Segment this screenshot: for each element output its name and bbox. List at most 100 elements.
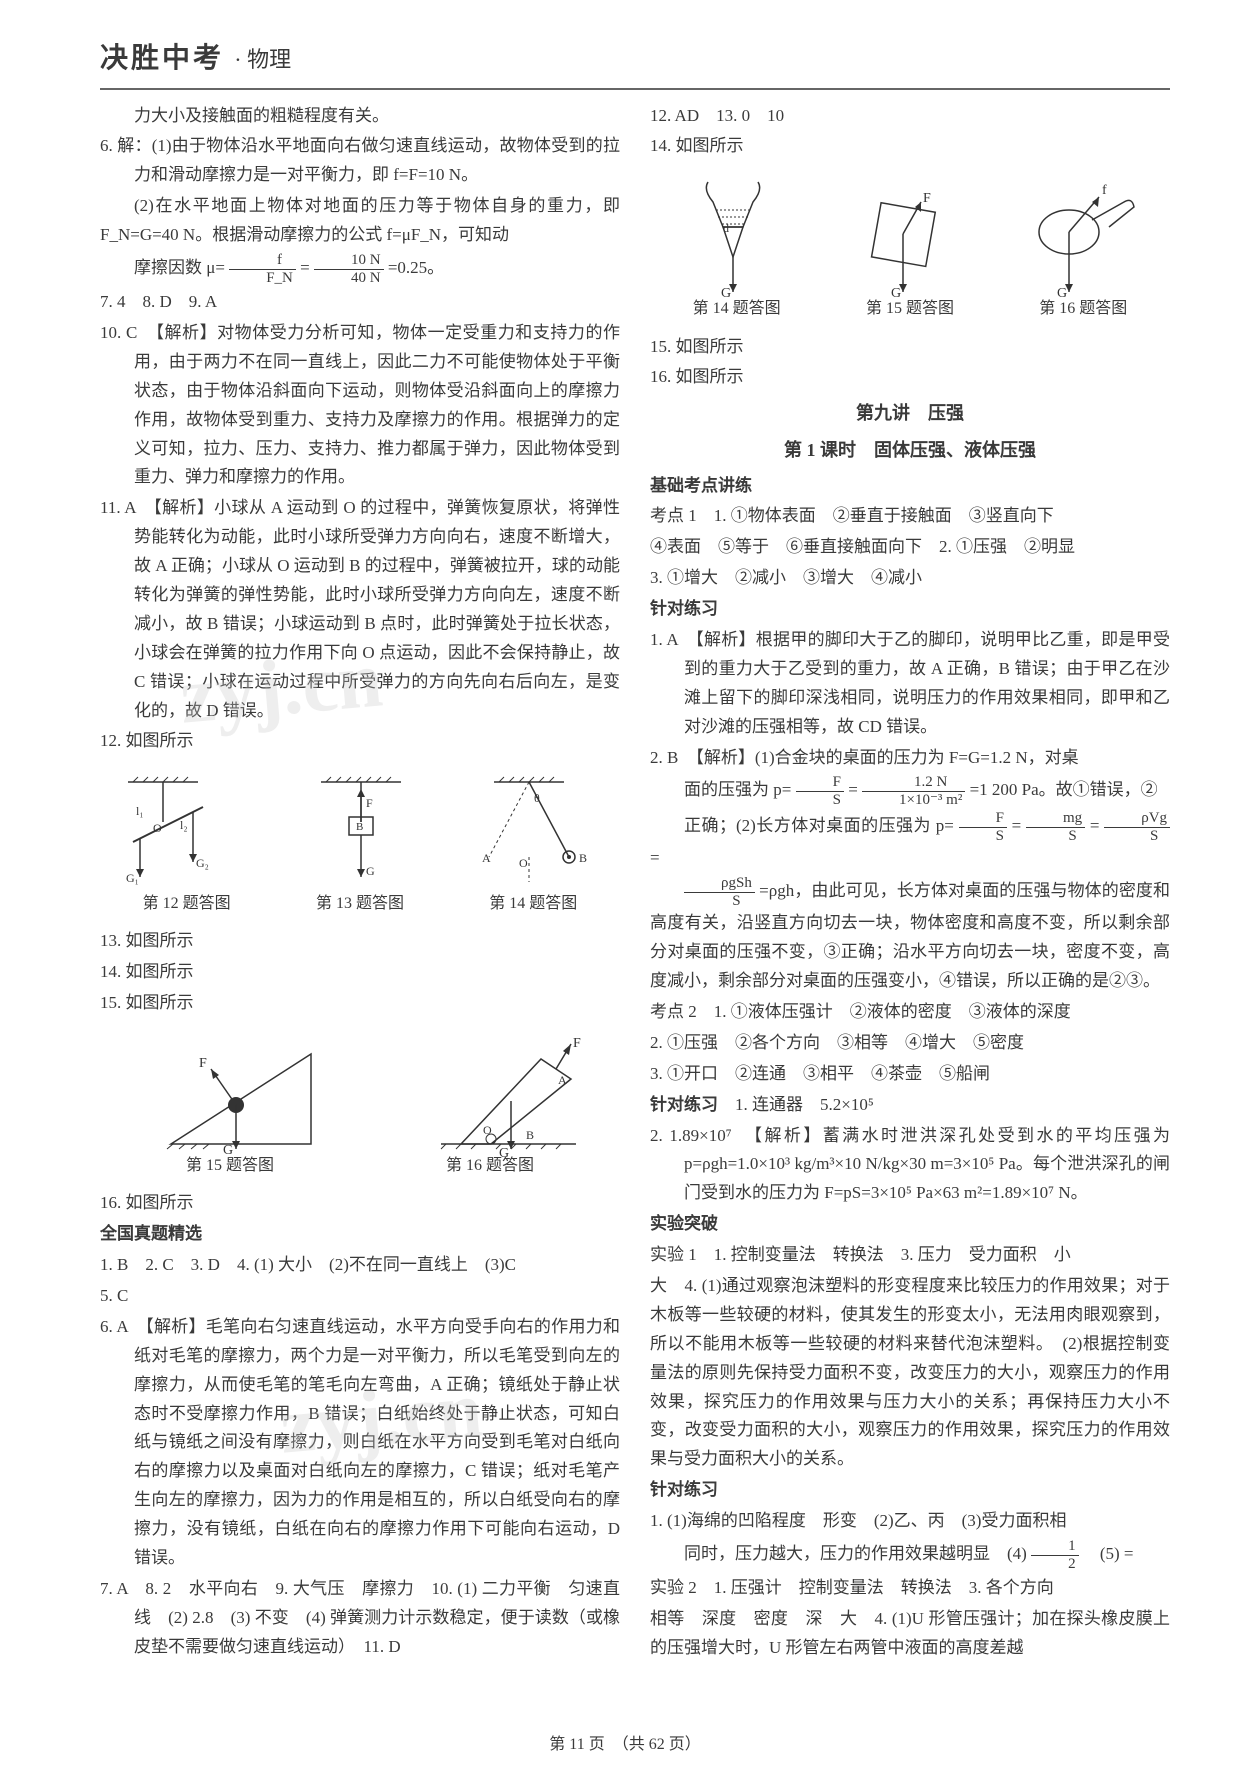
left-column: 力大小及接触面的粗糙程度有关。 6. 解：(1)由于物体沿水平地面向右做匀速直线… [100,102,620,1665]
numerator: F [959,810,1007,828]
content-columns: 力大小及接触面的粗糙程度有关。 6. 解：(1)由于物体沿水平地面向右做匀速直线… [100,102,1170,1665]
svg-text:G₁: G₁ [126,871,139,885]
fraction: 1 2 [1031,1538,1079,1572]
section-heading: 针对练习 [650,1095,718,1114]
fraction: ρVg S [1104,810,1170,844]
math-text: = [1090,816,1100,835]
text-line: 针对练习 1. 连通器 5.2×10⁵ [650,1091,1170,1120]
diagram-r16: f G [1013,171,1153,291]
text-line: 相等 深度 密度 深 大 4. (1)U 形管压强计；加在探头橡皮膜上的压强增大… [650,1605,1170,1663]
text-line: (2)在水平地面上物体对地面的压力等于物体自身的重力，即 F_N=G=40 N。… [100,192,620,250]
denominator: 1×10⁻³ m² [862,792,965,809]
section-heading: 全国真题精选 [100,1220,620,1249]
diagram-caption: 第 14 题答图 [463,890,603,917]
diagram-row: F G 第 15 题答图 [100,1028,620,1179]
diagram-item: d G 第 14 题答图 [667,171,807,322]
svg-text:G: G [223,1143,233,1158]
svg-text:G₂: G₂ [196,856,209,870]
text-line: 1. B 2. C 3. D 4. (1) 大小 (2)不在同一直线上 (3)C [100,1251,620,1280]
text-line: 2. ①压强 ②各个方向 ③相等 ④增大 ⑤密度 [650,1029,1170,1058]
numerator: ρVg [1104,810,1170,828]
text-line: 力大小及接触面的粗糙程度有关。 [100,102,620,131]
fraction: 10 N 40 N [314,252,384,286]
fraction: 1.2 N 1×10⁻³ m² [862,774,965,808]
svg-text:F: F [573,1036,581,1051]
text-line: 11. A 【解析】小球从 A 运动到 O 的过程中，弹簧恢复原状，将弹性势能转… [100,494,620,725]
svg-text:f: f [1102,183,1107,198]
text-line: 2. 1.89×10⁷ 【解析】蓄满水时泄洪深孔处受到水的平均压强为 p=ρgh… [650,1122,1170,1209]
section-heading: 实验突破 [650,1210,1170,1239]
svg-text:F: F [366,796,373,810]
header-subject: · 物理 [234,47,291,72]
denominator: S [1026,828,1085,845]
denominator: S [796,792,844,809]
diagram-13: F B G [290,766,430,886]
math-text: = [650,848,660,867]
answer-text: 1. 连通器 5.2×10⁵ [735,1095,874,1114]
svg-text:G: G [499,1146,509,1159]
numerator: f [229,252,296,270]
text-line: 16. 如图所示 [100,1189,620,1218]
text-line: 考点 1 1. ①物体表面 ②垂直于接触面 ③竖直向下 [650,502,1170,531]
text-line: 14. 如图所示 [100,958,620,987]
diagram-caption: 第 12 题答图 [117,890,257,917]
math-text: (5) = [1083,1544,1134,1563]
svg-text:F: F [923,191,931,206]
math-text: = [300,258,310,277]
section-heading: 针对练习 [650,1476,1170,1505]
diagram-16: O B A F G [420,1028,560,1148]
math-text: =0.25。 [388,258,444,277]
svg-text:A: A [482,851,491,865]
svg-text:l₁: l₁ [136,804,144,818]
svg-text:G: G [1057,286,1067,301]
diagram-item: l₁ l₂ O G₁ G₂ 第 12 题答图 [117,766,257,917]
svg-text:G: G [366,864,375,878]
fraction: F S [796,774,844,808]
svg-text:F: F [199,1056,207,1071]
denominator: 2 [1031,1556,1079,1573]
text-line: 12. AD 13. 0 10 [650,102,1170,131]
math-text: 正确；(2)长方体对桌面的压强为 p= [684,816,954,835]
svg-text:B: B [579,851,587,865]
diagram-item: O B A F G 第 16 题答图 [420,1028,560,1179]
text-line: 13. 如图所示 [100,927,620,956]
right-column: 12. AD 13. 0 10 14. 如图所示 d G [650,102,1170,1665]
text-line: 大 4. (1)通过观察泡沫塑料的形变程度来比较压力的作用效果；对于木板等一些较… [650,1272,1170,1474]
fraction: f F_N [229,252,296,286]
diagram-item: F G 第 15 题答图 [840,171,980,322]
diagram-r14: d G [667,171,807,291]
text-line: ④表面 ⑤等于 ⑥垂直接触面向下 2. ①压强 ②明显 [650,533,1170,562]
numerator: 10 N [314,252,384,270]
text-line: 面的压强为 p= F S = 1.2 N 1×10⁻³ m² =1 200 Pa… [650,774,1170,808]
svg-text:d: d [723,221,729,235]
diagram-row: d G 第 14 题答图 F [650,171,1170,322]
text-line: 7. A 8. 2 水平向右 9. 大气压 摩擦力 10. (1) 二力平衡 匀… [100,1575,620,1662]
svg-text:G: G [891,286,901,301]
math-text: 同时，压力越大，压力的作用效果越明显 (4) [684,1544,1031,1563]
fraction: F S [959,810,1007,844]
svg-text:θ: θ [534,791,540,805]
section-heading: 针对练习 [650,595,1170,624]
diagram-r15: F G [840,171,980,291]
text-line: 15. 如图所示 [650,333,1170,362]
svg-text:O: O [519,856,528,870]
math-text: 面的压强为 p= [684,780,791,799]
header-title: 决胜中考 [100,43,224,74]
svg-text:O: O [483,1123,492,1137]
denominator: S [1104,828,1170,845]
text-line: 12. 如图所示 [100,727,620,756]
text-line: 10. C 【解析】对物体受力分析可知，物体一定受重力和支持力的作用，由于两力不… [100,319,620,492]
diagram-row: l₁ l₂ O G₁ G₂ 第 12 题答图 [100,766,620,917]
svg-text:B: B [526,1128,534,1142]
svg-text:A: A [558,1073,567,1087]
denominator: F_N [229,270,296,287]
subsection-title: 第 1 课时 固体压强、液体压强 [650,435,1170,466]
text-line: 3. ①开口 ②连通 ③相平 ④茶壶 ⑤船闸 [650,1060,1170,1089]
section-title: 第九讲 压强 [650,398,1170,429]
numerator: 1 [1031,1538,1079,1556]
text-line: 7. 4 8. D 9. A [100,288,620,317]
text-line: 1. A 【解析】根据甲的脚印大于乙的脚印，说明甲比乙重，即是甲受到的重力大于乙… [650,626,1170,742]
diagram-12: l₁ l₂ O G₁ G₂ [117,766,257,886]
text-line: 16. 如图所示 [650,363,1170,392]
svg-text:G: G [721,286,731,301]
